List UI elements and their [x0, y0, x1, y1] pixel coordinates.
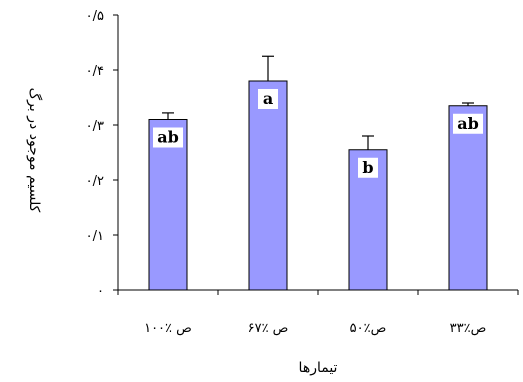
bar	[248, 80, 288, 291]
bar	[348, 149, 388, 291]
x-axis-title: تیمارها	[299, 360, 338, 376]
x-category-label: ص٪۵۰	[350, 321, 387, 336]
plot-area: ۰ ۰/۱ ۰/۲ ۰/۳ ۰/۴ ۰/۵ ab ص ٪۱۰۰ a ص ٪۶۷ b ص٪۵۰ ab ص٪۳…	[86, 9, 519, 336]
y-tick-label: ۰/۴	[86, 64, 104, 79]
x-category-label: ص ٪۶۷	[248, 321, 289, 336]
y-tick-label: ۰/۵	[86, 9, 104, 24]
y-tick-label: ۰/۱	[86, 229, 104, 244]
letter-box	[358, 157, 378, 178]
y-tick-label: ۰/۳	[86, 119, 104, 134]
significance-letter: a	[263, 89, 273, 108]
x-category-label: ص٪۳۳	[450, 321, 487, 336]
significance-letter: b	[362, 158, 373, 177]
letter-box	[258, 89, 278, 109]
letter-box	[153, 127, 183, 148]
letter-box	[453, 113, 483, 134]
y-axis-title: کلسیم موجود در برگ	[26, 88, 44, 213]
bar	[148, 119, 188, 291]
y-tick-label: ۰/۲	[86, 174, 104, 189]
significance-letter: ab	[157, 128, 179, 147]
y-tick-label: ۰	[97, 284, 104, 299]
significance-letter: ab	[457, 114, 479, 133]
x-category-label: ص ٪۱۰۰	[144, 321, 192, 336]
